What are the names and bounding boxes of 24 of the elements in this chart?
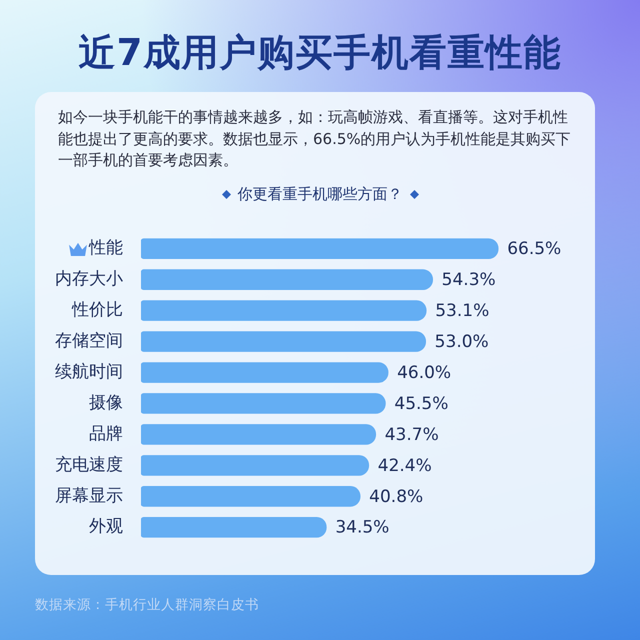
text: 你更看重手机哪些方面？ (238, 184, 402, 204)
y-tick-label: 内存大小 (55, 269, 123, 290)
y-tick-label: 摄像 (89, 392, 123, 413)
data-label: 54.3% (442, 270, 496, 290)
y-tick-label: 性能 (88, 238, 123, 258)
y-tick-label: 外观 (89, 516, 123, 537)
chart-subtitle: 如今一块手机能干的事情越来越多，如：玩高帧游戏、看直播等。这对手机性能也提出了更高的要求。数据也显示，66.5%的用户认为手机性能是其购买下一部手机的首要考虑因素。 (58, 107, 572, 171)
data-label: 53.0% (434, 332, 489, 352)
source-note: 数据来源：手机行业人群洞察白皮书 (35, 596, 259, 614)
y-tick-label: 续航时间 (55, 362, 123, 382)
y-tick-label: 存储空间 (55, 330, 123, 351)
data-label: 66.5% (507, 239, 562, 260)
data-label: 53.1% (435, 301, 490, 322)
data-label: 42.4% (378, 456, 432, 476)
data-label: 46.0% (397, 362, 452, 383)
y-tick-label: 充电速度 (55, 454, 123, 475)
data-label: 34.5% (335, 518, 390, 538)
chart-title: 近7成用户购买手机看重性能 (78, 30, 562, 76)
data-label: 43.7% (384, 424, 439, 445)
y-tick-label: 性价比 (71, 300, 123, 320)
data-label: 45.5% (394, 394, 448, 414)
y-tick-label: 屏幕显示 (55, 486, 123, 506)
data-label: 40.8% (369, 486, 424, 507)
y-tick-label: 品牌 (89, 424, 123, 444)
